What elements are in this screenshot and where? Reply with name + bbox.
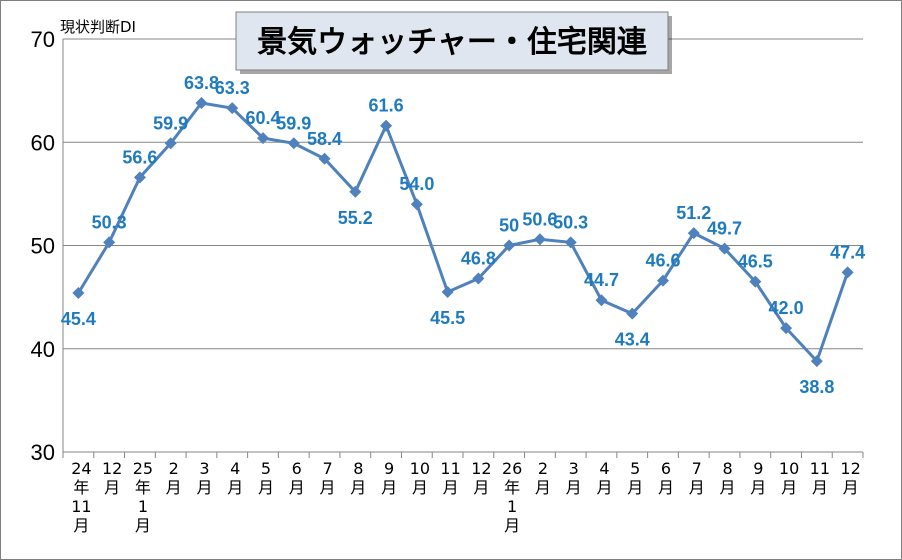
- x-tick-label: 12 月: [840, 459, 860, 497]
- data-label: 58.4: [307, 129, 342, 149]
- data-point: [380, 119, 393, 132]
- data-point: [472, 272, 485, 285]
- data-label: 50.3: [553, 212, 588, 232]
- data-point: [687, 227, 700, 240]
- x-tick-label: 25 年 1 月: [133, 459, 153, 535]
- series-markers: [72, 97, 854, 368]
- data-label: 51.2: [676, 203, 711, 223]
- data-point: [749, 275, 762, 288]
- data-point: [503, 239, 516, 252]
- chart-title-box: 景気ウォッチャー・住宅関連: [235, 11, 672, 74]
- y-tick-label: 50: [31, 234, 55, 259]
- data-label: 55.2: [338, 208, 373, 228]
- x-tick-label: 26 年 1 月: [502, 459, 522, 535]
- data-point: [441, 285, 454, 298]
- data-label: 46.5: [738, 252, 773, 272]
- data-label: 61.6: [369, 96, 404, 116]
- data-label: 45.5: [430, 308, 465, 328]
- data-point: [287, 137, 300, 150]
- data-label: 46.8: [461, 249, 496, 269]
- data-label: 50.3: [92, 212, 127, 232]
- data-label: 60.4: [245, 108, 280, 128]
- x-tick-label: 11 月: [810, 459, 830, 497]
- x-tick-label: 12 月: [102, 459, 122, 497]
- data-point: [595, 294, 608, 307]
- y-axis-label: 現状判断DI: [60, 18, 136, 36]
- data-label: 38.8: [799, 377, 834, 397]
- data-label: 45.4: [61, 309, 96, 329]
- data-point: [133, 171, 146, 184]
- data-point: [626, 307, 639, 320]
- x-tick-label: 24 年 11 月: [71, 459, 91, 535]
- data-point: [195, 97, 208, 110]
- data-label: 63.8: [184, 73, 219, 93]
- data-label: 63.3: [215, 78, 250, 98]
- x-axis-ticks: 24 年 11 月 12 月 25 年 1 月 2 月 3 月 4 月 5 月 6 月 7 月 8 月 9 月 10 月 11 月 12 月 2…: [71, 459, 861, 535]
- data-point: [318, 152, 331, 165]
- data-point: [226, 102, 239, 115]
- data-point: [533, 233, 546, 246]
- data-label: 47.4: [830, 242, 865, 262]
- data-label: 54.0: [399, 174, 434, 194]
- data-point: [841, 266, 854, 279]
- data-label: 49.7: [707, 219, 742, 239]
- data-label: 59.9: [276, 113, 311, 133]
- data-label: 50: [499, 216, 519, 236]
- data-point: [257, 132, 269, 145]
- data-point: [164, 137, 177, 150]
- y-tick-label: 70: [31, 27, 55, 52]
- data-point: [410, 198, 423, 211]
- data-label: 46.6: [645, 251, 680, 271]
- data-point: [810, 355, 823, 368]
- data-label: 59.9: [153, 113, 188, 133]
- x-tick-label: 10 月: [410, 459, 430, 497]
- y-axis-ticks: 30 40 50 60 70: [31, 27, 55, 465]
- y-tick-label: 60: [31, 130, 55, 155]
- data-point: [349, 185, 362, 198]
- data-label: 44.7: [584, 270, 619, 290]
- y-tick-label: 40: [31, 337, 55, 362]
- x-tick-label: 11 月: [440, 459, 460, 497]
- data-label: 42.0: [769, 298, 804, 318]
- data-labels: 45.450.356.659.963.863.360.459.958.455.2…: [61, 73, 865, 397]
- x-tick-label: 12 月: [471, 459, 491, 497]
- data-point: [564, 236, 577, 249]
- data-label: 50.6: [522, 209, 557, 229]
- data-point: [657, 274, 669, 287]
- x-tick-label: 10 月: [779, 459, 799, 497]
- data-point: [718, 242, 731, 255]
- data-label: 43.4: [615, 330, 650, 350]
- y-tick-label: 30: [31, 440, 55, 465]
- chart-title: 景気ウォッチャー・住宅関連: [257, 25, 648, 60]
- data-point: [72, 286, 85, 299]
- data-point: [103, 236, 116, 249]
- data-point: [780, 322, 793, 335]
- data-label: 56.6: [122, 147, 157, 167]
